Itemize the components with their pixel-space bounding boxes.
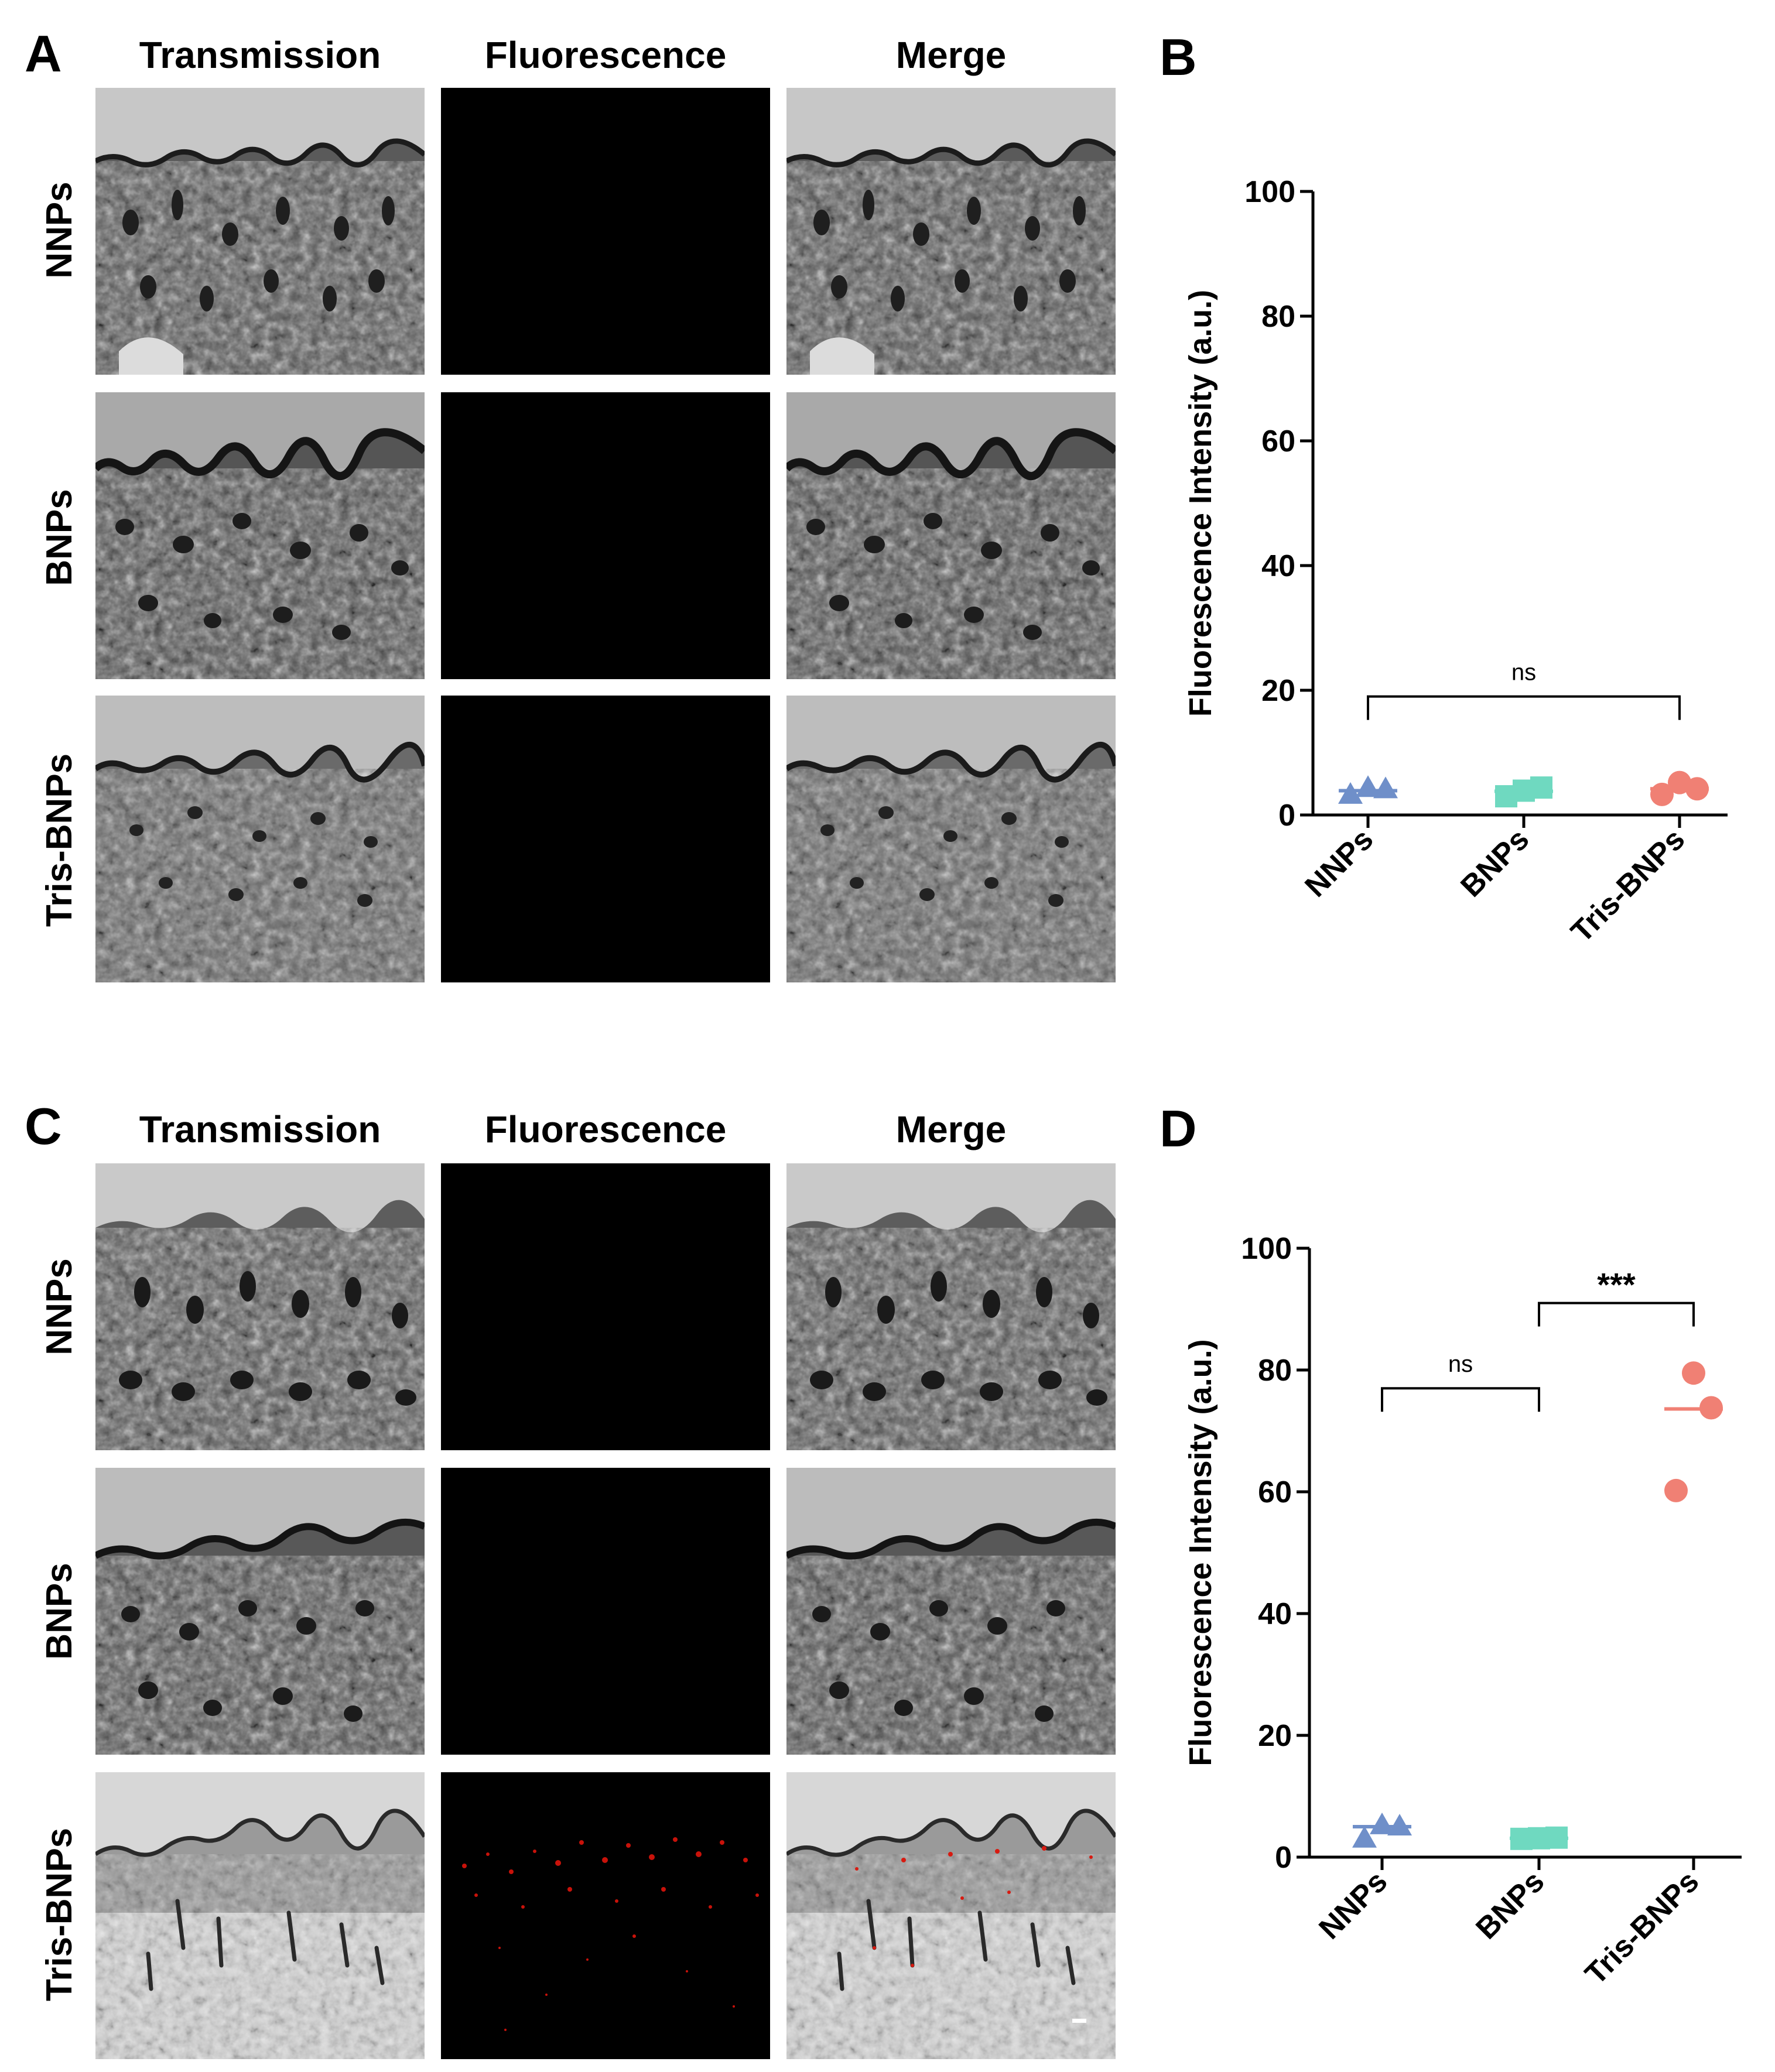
chart-d: D 0 20 40 60 80 100 Fluorescence Intensity (a.u… [1160, 1095, 1774, 2067]
y-tick-label: 20 [1258, 1719, 1292, 1753]
y-axis-label: Fluorescence Intensity (a.u.) [1183, 290, 1218, 717]
micrograph-a-tris-bnps-transmission [95, 696, 425, 982]
micrograph-c-bnps-transmission [95, 1468, 425, 1755]
column-header-merge: Merge [895, 34, 1007, 76]
micrograph-a-nnps-transmission [95, 88, 425, 375]
micrograph-a-nnps-fluorescence [441, 88, 770, 375]
micrograph-c-bnps-merge [786, 1468, 1116, 1755]
data-point-circle [1650, 782, 1674, 806]
micrograph-a-nnps-merge [786, 88, 1116, 375]
row-label-tris-bnps: Tris-BNPs [39, 1827, 80, 2002]
x-tick-label: BNPs [1454, 822, 1535, 903]
micrograph-a-bnps-transmission [95, 392, 425, 679]
panel-letter-c: C [25, 1097, 62, 1155]
panel-letter: B [1160, 28, 1197, 86]
significance-label: ns [1511, 660, 1536, 686]
y-tick-label: 20 [1261, 674, 1295, 708]
micrograph-c-nnps-fluorescence [441, 1163, 770, 1450]
data-point-circle [1699, 1396, 1723, 1420]
chart-b-plot: B 0 20 40 60 80 100 Fluorescence Intensity (a.u… [1160, 28, 1728, 949]
row-label-nnps: NNPs [39, 181, 80, 279]
micrograph-a-bnps-merge [786, 392, 1116, 679]
row-label-bnps: BNPs [39, 489, 80, 586]
micrograph-a-tris-bnps-fluorescence [441, 696, 770, 982]
data-point-triangle [1370, 1812, 1394, 1834]
significance-label: *** [1597, 1266, 1636, 1303]
y-tick-label: 40 [1261, 549, 1295, 583]
y-tick-label: 0 [1275, 1841, 1292, 1875]
chart-b: B 0 20 40 60 80 100 Fluorescence Intensity (a.u… [1160, 23, 1774, 1019]
row-label-tris-bnps: Tris-BNPs [39, 753, 80, 927]
y-tick-label: 0 [1278, 799, 1295, 833]
chart-d-plot: D 0 20 40 60 80 100 Fluorescence Intensity (a.u… [1160, 1100, 1742, 1991]
significance-label: ns [1448, 1351, 1473, 1377]
micrograph-c-tris-bnps-fluorescence [441, 1772, 770, 2059]
data-point-triangle [1356, 775, 1380, 797]
panel-letter-a: A [25, 25, 62, 83]
data-point-triangle [1338, 782, 1363, 804]
micrograph-c-nnps-transmission [95, 1163, 425, 1450]
data-point-circle [1685, 777, 1709, 801]
data-point-circle [1664, 1478, 1688, 1502]
y-tick-label: 80 [1261, 300, 1295, 334]
micrograph-c-tris-bnps-merge [786, 1772, 1116, 2059]
significance-bracket [1381, 1387, 1540, 1412]
data-point-circle [1668, 770, 1691, 794]
data-point-square [1545, 1826, 1568, 1849]
y-tick-label: 40 [1258, 1597, 1292, 1631]
y-tick-label: 100 [1244, 175, 1295, 209]
column-header-transmission: Transmission [139, 34, 381, 76]
y-tick-label: 100 [1241, 1232, 1292, 1266]
y-tick-label: 80 [1258, 1354, 1292, 1388]
micrograph-c-bnps-fluorescence [441, 1468, 770, 1755]
micrograph-a-bnps-fluorescence [441, 392, 770, 679]
x-tick-label: Tris-BNPs [1565, 822, 1692, 949]
significance-bracket [1538, 1302, 1695, 1327]
y-tick-label: 60 [1261, 424, 1295, 458]
row-label-bnps: BNPs [39, 1563, 80, 1660]
significance-bracket [1367, 695, 1681, 720]
y-tick-label: 60 [1258, 1475, 1292, 1509]
panel-letter: D [1160, 1100, 1197, 1157]
data-point-triangle [1352, 1826, 1377, 1848]
data-point-square [1530, 776, 1552, 799]
x-tick-label: NNPs [1312, 1864, 1394, 1946]
x-tick-label: Tris-BNPs [1579, 1864, 1706, 1991]
y-axis-label: Fluorescence Intensity (a.u.) [1183, 1339, 1218, 1766]
scale-bar [1072, 2019, 1086, 2023]
column-header-merge: Merge [895, 1108, 1007, 1150]
row-label-nnps: NNPs [39, 1258, 80, 1355]
x-tick-label: BNPs [1469, 1864, 1551, 1946]
micrograph-c-nnps-merge [786, 1163, 1116, 1450]
data-point-triangle [1373, 776, 1398, 799]
micrograph-c-tris-bnps-transmission [95, 1772, 425, 2059]
column-header-fluorescence: Fluorescence [484, 34, 727, 76]
column-header-fluorescence: Fluorescence [484, 1108, 727, 1150]
x-tick-label: NNPs [1298, 822, 1380, 903]
data-point-circle [1682, 1361, 1705, 1385]
micrograph-a-tris-bnps-merge [786, 696, 1116, 982]
column-header-transmission: Transmission [139, 1108, 381, 1150]
data-point-triangle [1387, 1814, 1412, 1835]
